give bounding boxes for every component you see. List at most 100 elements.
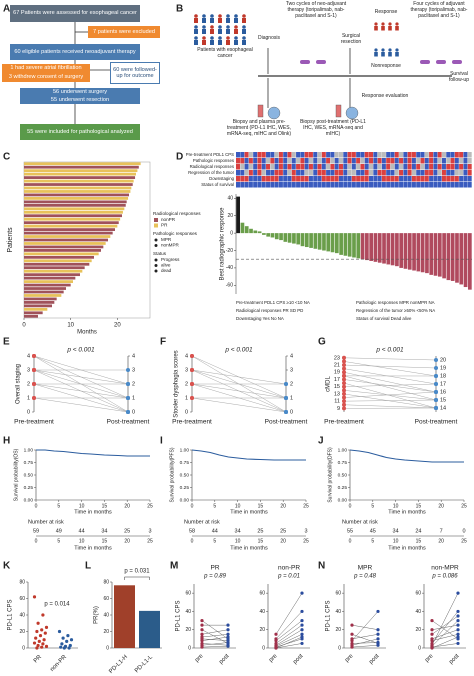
heat-cell [326, 182, 331, 188]
swim-bar [24, 249, 101, 252]
heat-cell [261, 152, 266, 158]
heat-cell [270, 182, 275, 188]
post-point [456, 635, 460, 639]
heat-cell [287, 164, 292, 170]
swim-bar [24, 311, 43, 315]
dot [66, 634, 70, 638]
heat-cell [356, 164, 361, 170]
heat-cell [287, 176, 292, 182]
heat-cell [338, 182, 343, 188]
person-icon [202, 36, 206, 40]
pair-line [351, 642, 379, 644]
x-tick-label: 15 [102, 538, 108, 544]
heat-cell [399, 182, 404, 188]
y2-tick-label: 4 [132, 353, 135, 359]
heat-cell [287, 158, 292, 164]
heat-cell [304, 164, 309, 170]
pair-line [351, 611, 379, 641]
heat-cell [291, 158, 296, 164]
y-tick-label: 1 [27, 395, 30, 401]
waterfall-bar [322, 233, 326, 251]
post-point [376, 637, 380, 641]
swim-bar [24, 242, 106, 245]
heat-cell [347, 164, 352, 170]
heat-cell [253, 176, 258, 182]
heat-cell [248, 152, 253, 158]
post-point [456, 623, 460, 627]
swim-bar [24, 280, 73, 283]
swim-bar [24, 207, 125, 211]
person-icon [226, 36, 230, 40]
heat-cell [369, 164, 374, 170]
waterfall-bar [360, 233, 365, 260]
heat-cell [416, 164, 421, 170]
post-point [226, 644, 230, 648]
x-tick-label: 15 [416, 538, 422, 544]
person-icon [381, 52, 385, 57]
b-text: Four cycles of adjuvant therapy (toripal… [410, 1, 468, 19]
post-point [126, 410, 130, 414]
dot [44, 625, 49, 629]
legend-title: Radiological responses [153, 211, 201, 216]
subplot-title: non-MPR [431, 565, 459, 572]
b-text: Response evaluation [361, 93, 409, 99]
post-point [126, 382, 130, 386]
heat-cell [257, 158, 262, 164]
pair-line [275, 611, 303, 640]
axis-label: Time in months [74, 509, 112, 515]
person-icon [202, 18, 206, 23]
post-point [434, 366, 438, 370]
pre-point [342, 391, 346, 396]
heat-cell [291, 170, 296, 176]
pair-line [343, 391, 437, 398]
panel-label: L [85, 561, 91, 572]
heat-cell [240, 152, 245, 158]
heat-cell [459, 164, 464, 170]
waterfall-bar [373, 233, 378, 262]
person-icon [242, 29, 246, 34]
heat-cell [463, 158, 468, 164]
heat-cell [347, 158, 352, 164]
pre-point [430, 618, 434, 623]
pre-point [342, 406, 346, 411]
y-tick-label: 0 [106, 645, 109, 651]
pair-line [275, 634, 303, 647]
heat-cell [446, 176, 451, 182]
heat-cell [338, 158, 343, 164]
post-point [300, 641, 304, 646]
pair-line [431, 643, 459, 648]
heat-cell [317, 158, 322, 164]
waterfall-bar [455, 233, 459, 283]
legend-item: Progress [161, 257, 180, 262]
heat-cell [274, 164, 279, 170]
x-label: post [218, 653, 230, 665]
heat-cell [364, 152, 369, 158]
x-tick-label: 15 [416, 503, 422, 509]
waterfall-bar [244, 226, 249, 234]
x-tick-label: 5 [57, 538, 60, 544]
person-icon [242, 18, 246, 23]
swim-bar [24, 294, 62, 297]
panel-label: J [318, 436, 324, 447]
x-label: Post-treatment [415, 419, 458, 426]
x-tick-label: 25 [461, 503, 467, 509]
heat-cell [356, 170, 361, 176]
heat-cell [283, 170, 288, 176]
y-tick-label: 20 [259, 627, 265, 633]
swim-bar [24, 276, 76, 280]
person-icon [234, 14, 238, 18]
person-icon [395, 26, 399, 31]
heat-cell [364, 170, 369, 176]
person-icon [202, 25, 206, 29]
x-tick-label: 15 [102, 503, 108, 509]
heat-cell [257, 182, 262, 188]
p-value: p = 0.89 [203, 574, 227, 580]
pre-point [32, 368, 36, 372]
p-value: p = 0.086 [431, 574, 458, 580]
x-tick-label: 25 [147, 503, 153, 509]
y-tick-label: 80 [19, 579, 25, 585]
waterfall-bar [283, 233, 288, 242]
heat-cell [300, 176, 305, 182]
heat-cell [459, 176, 464, 182]
waterfall-bar [416, 233, 421, 272]
